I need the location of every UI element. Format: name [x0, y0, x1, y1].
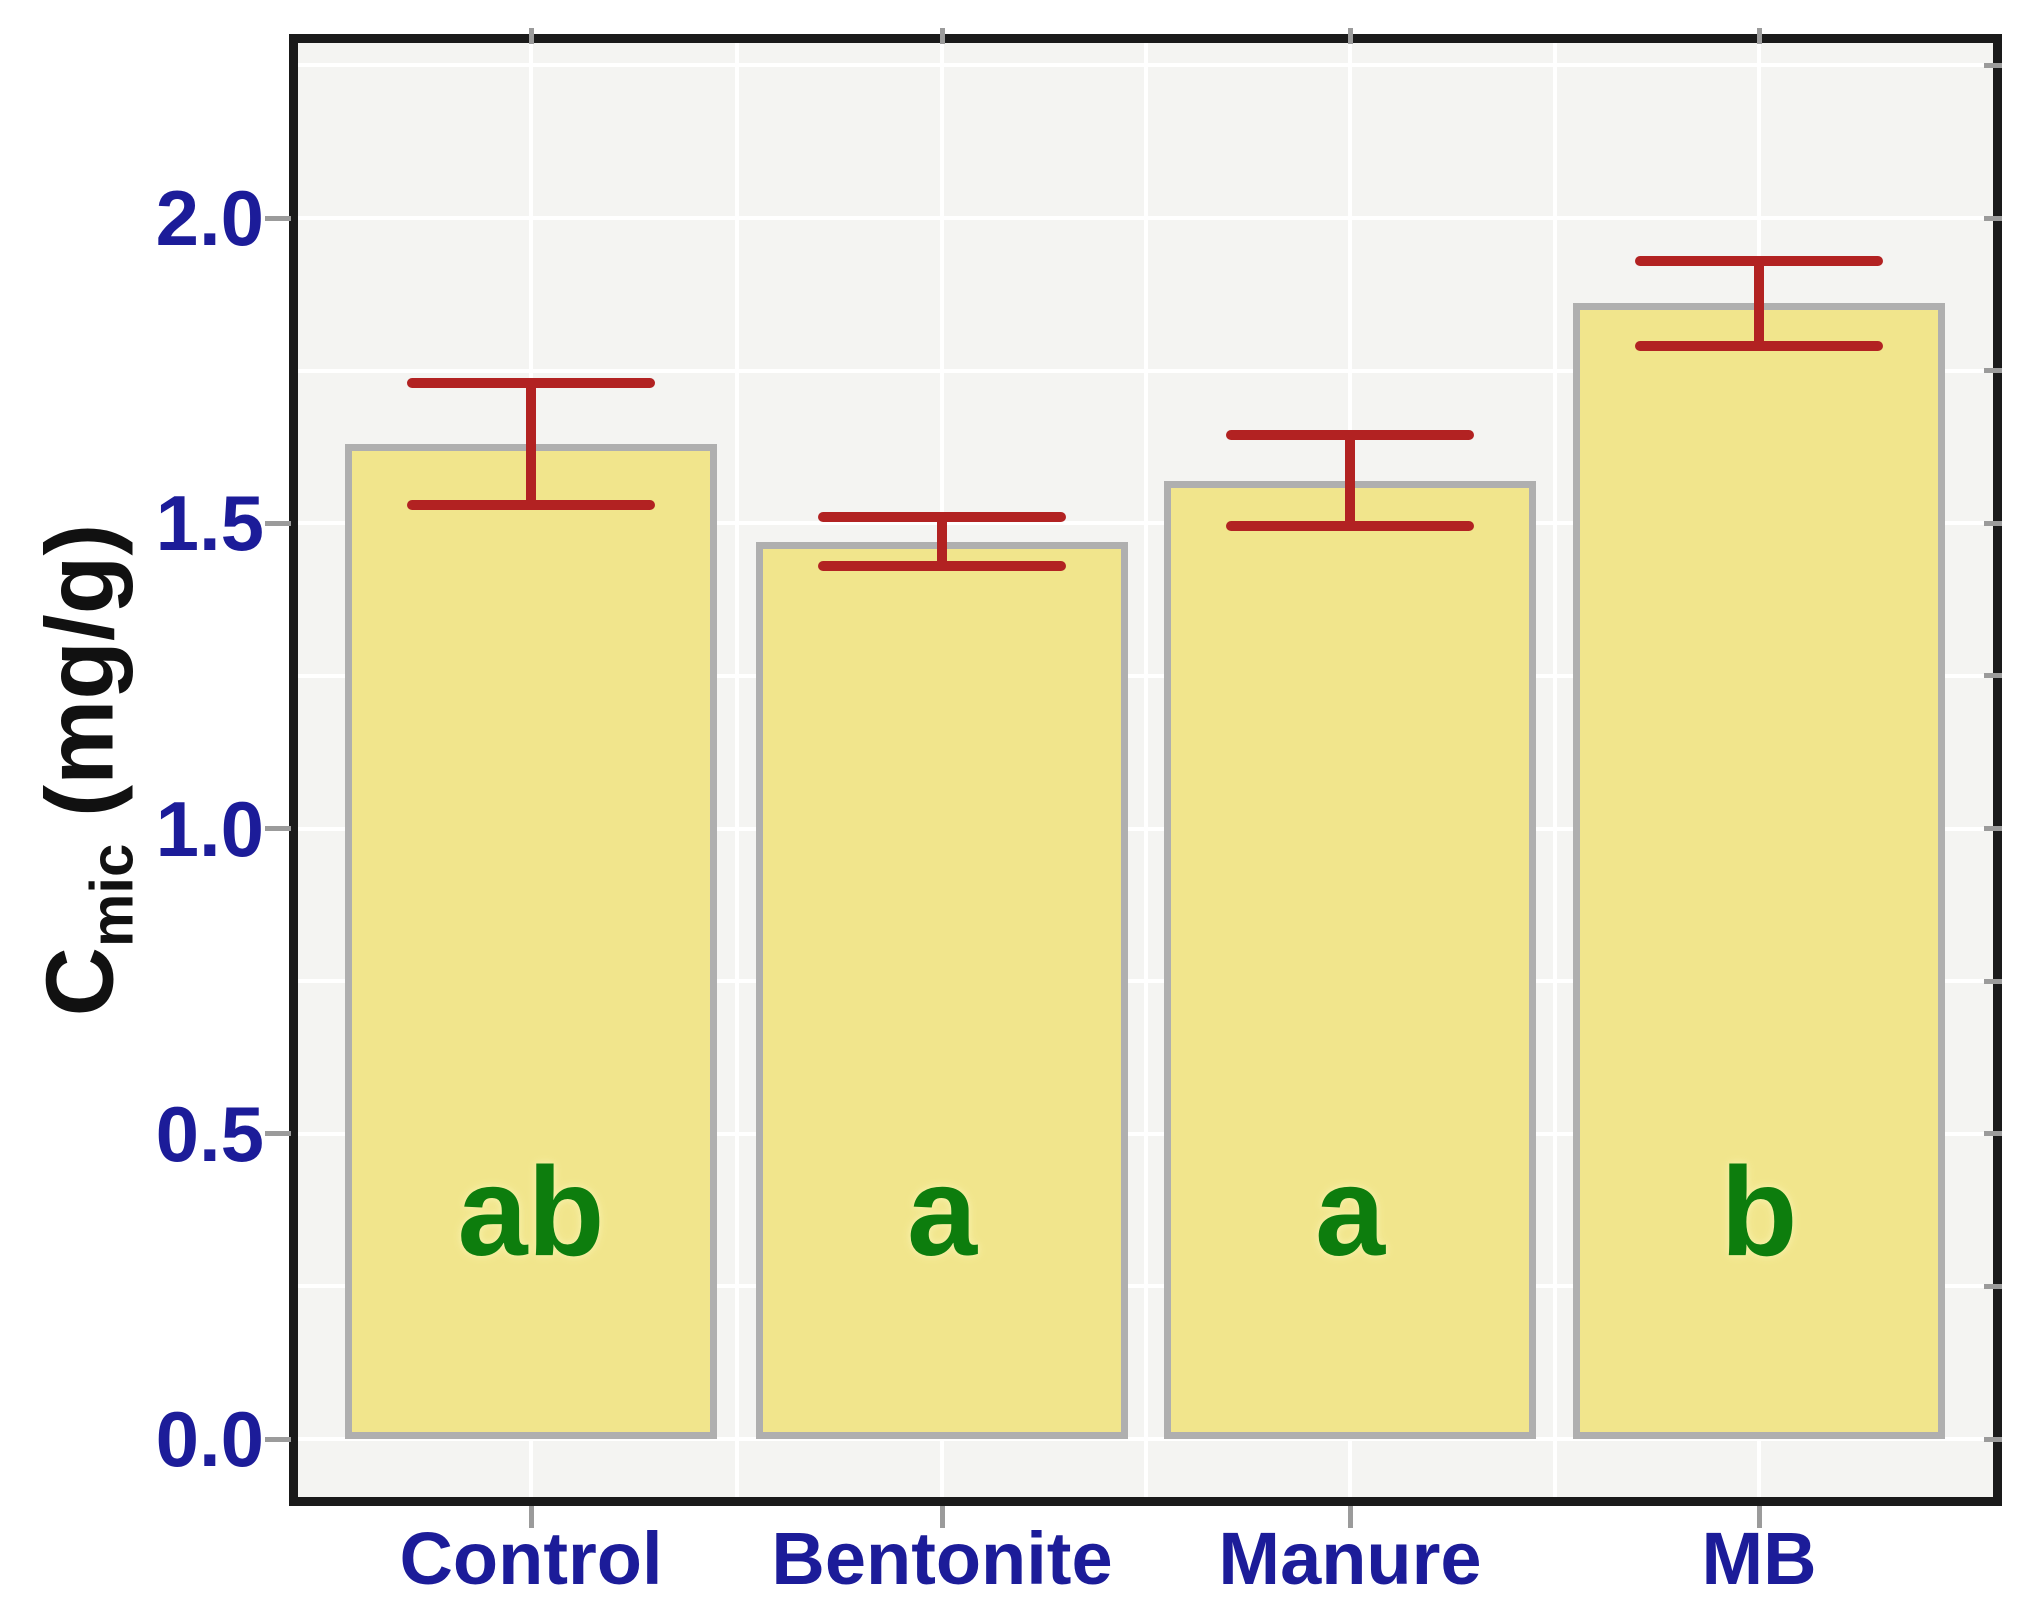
significance-letter-bentonite: a: [906, 1141, 978, 1282]
top-tick-mark: [528, 28, 534, 44]
x-tick-mark: [939, 1506, 945, 1528]
y-tick-mark: [265, 826, 291, 831]
error-bar-stem-bentonite: [937, 517, 947, 566]
error-bar-cap-top-control: [407, 377, 655, 388]
right-tick-mark: [1984, 368, 2002, 374]
top-tick-mark: [1756, 28, 1762, 44]
right-tick-mark: [1984, 520, 2002, 526]
y-tick-mark: [265, 215, 291, 221]
right-tick-mark: [1984, 1436, 2002, 1442]
error-bar-cap-bottom-mb: [1635, 341, 1883, 352]
y-tick-mark: [265, 1436, 291, 1442]
error-bar-stem-control: [526, 382, 536, 505]
y-tick-label: 0.5: [155, 1089, 264, 1178]
error-bar-stem-manure: [1345, 434, 1355, 527]
y-axis-title-units: (mg/g): [26, 523, 134, 844]
significance-letter-mb: b: [1720, 1141, 1798, 1282]
x-category-label-bentonite: Bentonite: [771, 1517, 1113, 1600]
error-bar-cap-top-mb: [1635, 255, 1883, 266]
y-tick-label: 1.0: [155, 784, 264, 873]
right-tick-mark: [1984, 673, 2002, 679]
right-tick-mark: [1984, 826, 2002, 831]
right-tick-mark: [1984, 215, 2002, 221]
top-tick-mark: [1347, 28, 1353, 44]
gridline-vertical: [1144, 34, 1148, 1506]
bar-control: [345, 443, 717, 1439]
error-bar-cap-top-bentonite: [818, 512, 1066, 523]
y-tick-label: 2.0: [155, 174, 264, 262]
bar-mb: [1573, 303, 1945, 1439]
bar-bentonite: [756, 541, 1128, 1439]
x-category-label-mb: MB: [1701, 1517, 1817, 1600]
significance-letter-control: ab: [457, 1141, 605, 1282]
y-axis-title-main: C: [26, 946, 134, 1017]
y-tick-mark: [265, 1131, 291, 1137]
bar-manure: [1164, 480, 1536, 1439]
x-tick-mark: [1347, 1506, 1353, 1528]
y-tick-label: 1.5: [155, 479, 264, 568]
gridline-vertical: [734, 34, 739, 1506]
gridline-vertical: [1552, 34, 1557, 1506]
x-tick-mark: [1756, 1506, 1762, 1528]
error-bar-cap-bottom-manure: [1226, 521, 1474, 532]
y-tick-label: 0.0: [155, 1395, 264, 1483]
error-bar-cap-bottom-control: [407, 499, 655, 510]
error-bar-stem-mb: [1754, 260, 1764, 347]
y-tick-mark: [265, 520, 291, 526]
x-tick-mark: [528, 1506, 534, 1528]
y-axis-title: Cmic (mg/g): [26, 524, 147, 1017]
x-category-label-manure: Manure: [1218, 1517, 1482, 1600]
right-tick-mark: [1984, 62, 2002, 68]
right-tick-mark: [1984, 1131, 2002, 1137]
right-tick-mark: [1984, 1283, 2002, 1289]
significance-letter-manure: a: [1314, 1141, 1386, 1282]
error-bar-cap-top-manure: [1226, 429, 1474, 440]
error-bar-cap-bottom-bentonite: [818, 560, 1066, 571]
y-axis-title-subscript: mic: [78, 843, 146, 947]
plot-area: ab a a b: [289, 34, 2002, 1506]
right-tick-mark: [1984, 978, 2002, 984]
top-tick-mark: [939, 28, 945, 44]
x-category-label-control: Control: [399, 1517, 663, 1600]
